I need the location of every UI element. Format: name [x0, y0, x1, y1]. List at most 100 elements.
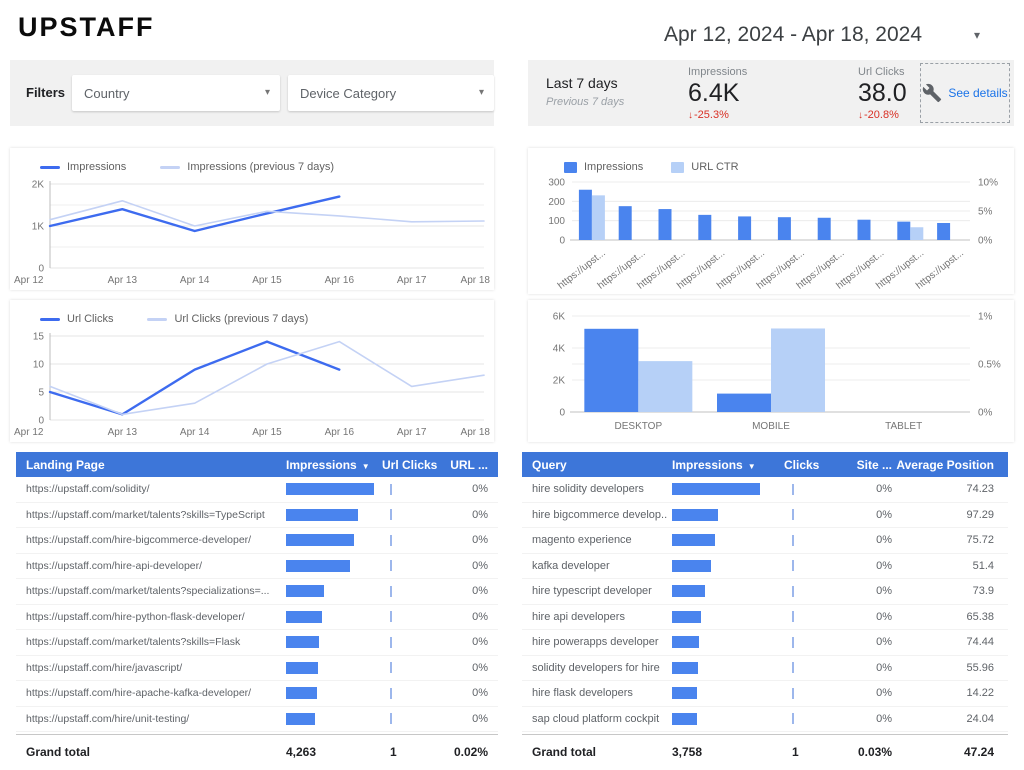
landing-page-cell: https://upstaff.com/market/talents?skill…: [26, 508, 265, 521]
table-row[interactable]: magento experience 0% 75.72: [522, 528, 1008, 554]
svg-text:Apr 14: Apr 14: [180, 427, 210, 438]
impressions-bar: [672, 559, 711, 572]
column-header-site-ctr[interactable]: Site ...: [856, 457, 892, 472]
column-header-url-clicks[interactable]: Url Clicks: [382, 457, 438, 472]
see-details-button[interactable]: See details: [920, 63, 1010, 123]
query-cell: magento experience: [532, 534, 632, 547]
svg-text:15: 15: [33, 332, 45, 343]
svg-text:Apr 18: Apr 18: [461, 427, 491, 438]
svg-text:0: 0: [559, 236, 565, 247]
column-header-impressions[interactable]: Impressions ▼: [672, 457, 756, 472]
column-header-clicks[interactable]: Clicks: [784, 457, 820, 472]
device-category-filter-dropdown[interactable]: Device Category ▾: [288, 75, 494, 111]
column-header-url-ctr[interactable]: URL ...: [450, 457, 488, 472]
svg-text:0.5%: 0.5%: [978, 360, 1001, 371]
table-row[interactable]: https://upstaff.com/market/talents?skill…: [16, 630, 498, 656]
metric-value: 38.0: [858, 79, 907, 107]
table-row[interactable]: https://upstaff.com/market/talents?skill…: [16, 503, 498, 528]
impressions-bar: [672, 610, 702, 623]
impressions-cell: [286, 661, 382, 674]
date-range-selector[interactable]: Apr 12, 2024 - Apr 18, 2024 ▾: [664, 18, 1024, 52]
url-clicks-line-plot[interactable]: 0 5 10 15 Apr 12 Apr 13 Apr 14 Apr 15 Apr 16 Apr …: [10, 328, 494, 440]
legend-item: Impressions: [564, 161, 643, 173]
clicks-cell: [784, 483, 844, 495]
country-filter-dropdown[interactable]: Country ▾: [72, 75, 280, 111]
impressions-cell: [286, 610, 382, 623]
grand-total-label: Grand total: [26, 744, 91, 759]
table-row[interactable]: hire solidity developers 0% 74.23: [522, 477, 1008, 503]
line-swatch-icon: [147, 317, 168, 321]
landing-page-cell: https://upstaff.com/hire/javascript/: [26, 661, 183, 674]
url-clicks-bar: [390, 483, 392, 495]
table-row[interactable]: solidity developers for hire 0% 55.96: [522, 656, 1008, 681]
table-row[interactable]: https://upstaff.com/hire/unit-testing/0%: [16, 707, 498, 732]
wrench-icon: [923, 83, 942, 103]
landing-page-cell: https://upstaff.com/hire/unit-testing/: [26, 712, 190, 725]
chevron-down-icon: ▾: [264, 87, 270, 98]
clicks-bar: [792, 483, 794, 495]
impressions-bar: [286, 585, 324, 598]
clicks-cell: [784, 713, 844, 725]
landing-page-table: Landing Page Impressions ▼ Url Clicks URL…: [16, 452, 498, 768]
site-ctr-cell: 0%: [876, 534, 892, 547]
url-clicks-bar: [390, 713, 392, 725]
period-label: Last 7 days: [546, 75, 618, 91]
table-row[interactable]: https://upstaff.com/hire-apache-kafka-de…: [16, 681, 498, 707]
table-row[interactable]: hire powerapps developer 0% 74.44: [522, 630, 1008, 656]
column-header-query[interactable]: Query: [532, 457, 567, 472]
url-clicks-bar: [390, 611, 392, 623]
clicks-bar: [792, 713, 794, 725]
column-header-average-position[interactable]: Average Position: [896, 457, 994, 472]
impressions-by-url-plot[interactable]: 0 100 200 300 0% 5% 10% https://upst... https://…: [528, 176, 1014, 294]
table-row[interactable]: https://upstaff.com/hire-python-flask-de…: [16, 605, 498, 630]
svg-text:MOBILE: MOBILE: [752, 421, 790, 432]
svg-text:4K: 4K: [553, 344, 566, 355]
clicks-bar: [792, 509, 794, 521]
url-clicks-cell: [382, 687, 446, 699]
table-row[interactable]: https://upstaff.com/hire-bigcommerce-dev…: [16, 528, 498, 554]
url-ctr-cell: 0%: [472, 661, 488, 674]
url-clicks-bar: [390, 687, 392, 699]
site-ctr-cell: 0%: [876, 585, 892, 598]
average-position-cell: 14.22: [966, 687, 994, 700]
table-row[interactable]: hire api developers 0% 65.38: [522, 605, 1008, 630]
url-clicks-cell: [382, 509, 446, 521]
url-clicks-cell: [382, 483, 446, 495]
column-header-impressions[interactable]: Impressions ▼: [286, 457, 370, 472]
site-ctr-cell: 0%: [876, 687, 892, 700]
table-row[interactable]: https://upstaff.com/hire/javascript/0%: [16, 656, 498, 681]
svg-text:0%: 0%: [978, 408, 993, 419]
landing-page-cell: https://upstaff.com/hire-bigcommerce-dev…: [26, 534, 252, 547]
table-row[interactable]: https://upstaff.com/market/talents?speci…: [16, 579, 498, 605]
impressions-by-device-svg: 0 2K 4K 6K 0% 0.5% 1% DESKTOP MOBILE TABLET: [553, 312, 1001, 433]
table-row[interactable]: hire bigcommerce develop.. 0% 97.29: [522, 503, 1008, 528]
table-row[interactable]: hire flask developers 0% 14.22: [522, 681, 1008, 707]
url-clicks-cell: [382, 636, 446, 648]
column-header-landing-page[interactable]: Landing Page: [26, 457, 105, 472]
impressions-bar: [672, 483, 760, 496]
impressions-cell: [286, 508, 382, 521]
impressions-cell: [672, 483, 784, 496]
table-row[interactable]: https://upstaff.com/hire-api-developer/0…: [16, 554, 498, 579]
svg-text:0%: 0%: [978, 236, 993, 247]
grand-total-url-ctr: 0.02%: [453, 744, 488, 759]
line-swatch-icon: [40, 317, 60, 321]
table-row[interactable]: kafka developer 0% 51.4: [522, 554, 1008, 579]
impressions-line-plot[interactable]: 0 1K 2K Apr 12 Apr 13 Apr 14 Apr 15 Apr 16 Apr 1…: [10, 176, 494, 288]
table-row[interactable]: https://upstaff.com/solidity/0%: [16, 477, 498, 503]
site-ctr-cell: 0%: [876, 712, 892, 725]
impressions-by-device-plot[interactable]: 0 2K 4K 6K 0% 0.5% 1% DESKTOP MOBILE TABLET: [528, 300, 1014, 440]
clicks-bar: [792, 560, 794, 572]
impressions-cell: [286, 559, 382, 572]
impressions-cell: [672, 559, 784, 572]
url-ctr-cell: 0%: [472, 559, 488, 572]
url-ctr-cell: 0%: [472, 687, 488, 700]
table-row[interactable]: sap cloud platform cockpit 0% 24.04: [522, 707, 1008, 732]
grand-total-row: Grand total 4,263 1 0.02%: [16, 734, 498, 768]
impressions-cell: [672, 534, 784, 547]
impressions-bar: [286, 534, 354, 547]
table-row[interactable]: hire typescript developer 0% 73.9: [522, 579, 1008, 605]
legend-item: Url Clicks: [40, 313, 113, 325]
legend-item: Url Clicks (previous 7 days): [147, 313, 308, 325]
sort-desc-icon: ▼: [361, 461, 370, 471]
